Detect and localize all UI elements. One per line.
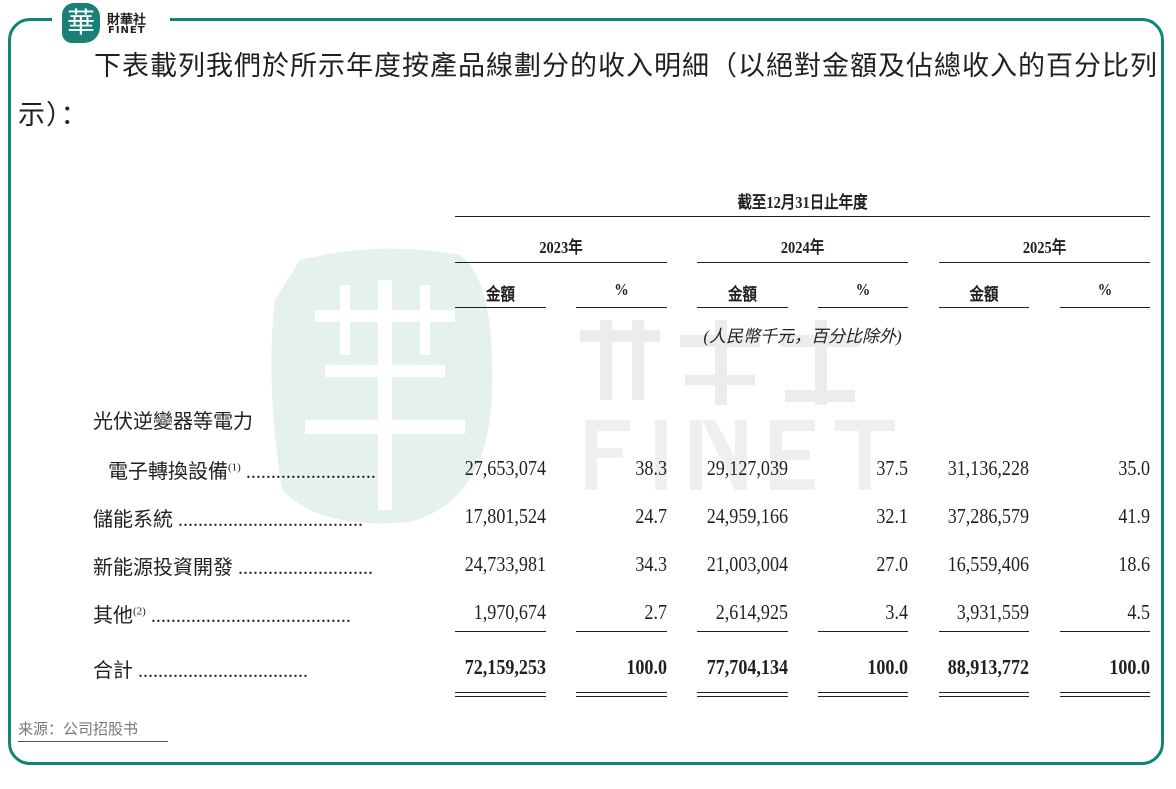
- logo-name-cn: 財華社: [107, 13, 147, 28]
- amount-header: 金額: [728, 285, 757, 304]
- total-value: 100.0: [1109, 655, 1150, 679]
- percent-header: %: [614, 280, 629, 299]
- period-header: 截至12月31日止年度: [737, 193, 868, 212]
- total-rule: [818, 692, 908, 693]
- year-header: 2025年: [1022, 238, 1067, 257]
- total-rule-double: [697, 696, 788, 697]
- watermark-logo-icon: [271, 248, 895, 524]
- leader-dots: ..........................: [240, 461, 376, 483]
- column-rule: [697, 307, 788, 308]
- subtotal-rule: [576, 631, 667, 632]
- leader-dots: ..................................: [133, 660, 308, 682]
- total-value: 100.0: [626, 655, 667, 679]
- cell-value: 21,003,004: [706, 552, 788, 576]
- total-label: 合計 ..................................: [93, 654, 308, 683]
- amount-header: 金額: [486, 285, 515, 304]
- cell-value: 27.0: [876, 552, 908, 576]
- total-label-text: 合計: [93, 660, 133, 682]
- column-rule: [939, 307, 1029, 308]
- content-frame: [8, 18, 1164, 765]
- source-note: 来源：公司招股书: [18, 720, 139, 738]
- year-header: 2024年: [780, 238, 825, 257]
- cell-value: 37,286,579: [947, 504, 1029, 528]
- amount-header: 金額: [969, 285, 999, 304]
- cell-value: 3,931,559: [956, 600, 1029, 624]
- leader-dots: ...........................: [233, 557, 373, 579]
- column-rule: [818, 307, 908, 308]
- finet-logo-icon: 華: [62, 3, 100, 43]
- logo-name-en: FINET: [108, 25, 146, 36]
- cell-value: 34.3: [635, 552, 667, 576]
- row-label-text: 其他: [93, 605, 133, 627]
- footnote-marker: (1): [228, 461, 241, 474]
- total-value: 88,913,772: [947, 655, 1029, 679]
- percent-header: %: [1097, 280, 1113, 299]
- cell-value: 2,614,925: [715, 600, 788, 624]
- row-label: 電子轉換設備(1) ..........................: [108, 455, 376, 484]
- year-rule: [939, 262, 1150, 263]
- cell-value: 27,653,074: [464, 456, 546, 480]
- cell-value: 31,136,228: [947, 456, 1029, 480]
- cell-value: 38.3: [635, 456, 667, 480]
- header-rule: [455, 216, 1150, 217]
- cell-value: 35.0: [1118, 456, 1150, 480]
- row-label: 其他(2) ..................................…: [93, 599, 351, 628]
- row-label: 儲能系統 ...................................…: [93, 503, 363, 532]
- percent-header: %: [855, 280, 871, 299]
- row-label: 新能源投資開發 ...........................: [93, 551, 373, 580]
- row-label-text: 新能源投資開發: [93, 557, 233, 579]
- year-header: 2023年: [539, 238, 583, 257]
- column-rule: [576, 307, 667, 308]
- total-value: 77,704,134: [706, 655, 788, 679]
- cell-value: 17,801,524: [464, 504, 546, 528]
- row-label-text: 電子轉換設備: [108, 461, 228, 483]
- total-rule-double: [576, 696, 667, 697]
- total-rule: [939, 692, 1029, 693]
- cell-value: 18.6: [1118, 552, 1150, 576]
- footnote-marker: (2): [133, 605, 146, 618]
- intro-paragraph: 下表載列我們於所示年度按產品線劃分的收入明細（以絕對金額及佔總收入的百分比列示）…: [18, 51, 1158, 130]
- cell-value: 16,559,406: [947, 552, 1029, 576]
- total-rule-double: [818, 696, 908, 697]
- total-rule: [1060, 692, 1150, 693]
- total-value: 100.0: [867, 655, 908, 679]
- total-value: 72,159,253: [464, 655, 546, 679]
- column-rule: [1060, 307, 1150, 308]
- year-rule: [697, 262, 908, 263]
- cell-value: 3.4: [885, 600, 908, 624]
- total-rule-double: [939, 696, 1029, 697]
- subtotal-rule: [697, 631, 788, 632]
- subtotal-rule: [1060, 631, 1150, 632]
- cell-value: 24,733,981: [464, 552, 546, 576]
- cell-value: 37.5: [876, 456, 908, 480]
- row-label-text: 儲能系統: [93, 509, 173, 531]
- leader-dots: .....................................: [173, 509, 363, 531]
- unit-note: (人民幣千元，百分比除外): [703, 327, 902, 346]
- total-rule: [455, 692, 546, 693]
- subtotal-rule: [455, 631, 546, 632]
- total-rule-double: [455, 696, 546, 697]
- column-rule: [455, 307, 546, 308]
- cell-value: 4.5: [1127, 600, 1150, 624]
- source-underline: [18, 741, 168, 742]
- cell-value: 2.7: [644, 600, 667, 624]
- total-rule-double: [1060, 696, 1150, 697]
- subtotal-rule: [818, 631, 908, 632]
- cell-value: 1,970,674: [473, 600, 546, 624]
- total-rule: [576, 692, 667, 693]
- cell-value: 41.9: [1118, 504, 1150, 528]
- subtotal-rule: [939, 631, 1029, 632]
- cell-value: 29,127,039: [706, 456, 788, 480]
- group-label: 光伏逆變器等電力: [93, 411, 253, 433]
- cell-value: 24,959,166: [706, 504, 788, 528]
- leader-dots: ........................................: [145, 605, 351, 627]
- year-rule: [455, 262, 667, 263]
- cell-value: 32.1: [876, 504, 908, 528]
- cell-value: 24.7: [635, 504, 667, 528]
- total-rule: [697, 692, 788, 693]
